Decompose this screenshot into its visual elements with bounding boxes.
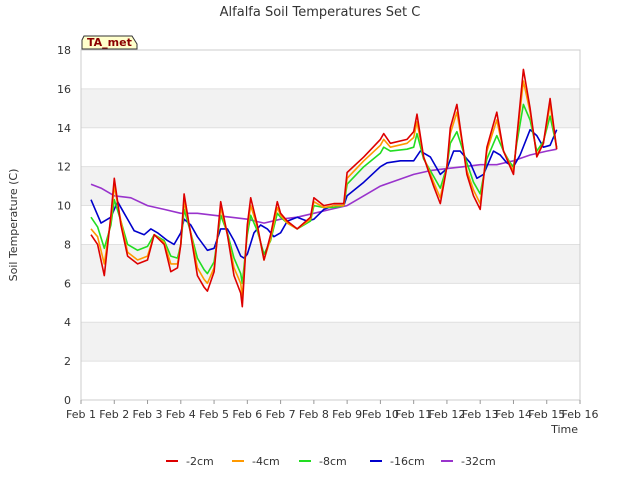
y-tick-label: 4 <box>64 316 71 329</box>
chart-title: Alfalfa Soil Temperatures Set C <box>220 5 421 20</box>
legend-label: -16cm <box>390 455 425 468</box>
plot-band <box>81 166 580 206</box>
plot-band <box>81 127 580 167</box>
x-tick-label: Feb 11 <box>395 408 432 421</box>
x-tick-label: Feb 1 <box>66 408 96 421</box>
y-tick-label: 18 <box>57 44 71 57</box>
x-tick-label: Feb 7 <box>266 408 296 421</box>
legend: -2cm -4cm -8cm -16cm -32cm <box>166 455 496 468</box>
x-axis-label: Time <box>550 423 578 436</box>
x-tick-labels: Feb 1 Feb 2 Feb 3 Feb 4 Feb 5 Feb 6 Feb 7 Feb 8… <box>66 400 598 421</box>
station-badge: TA_met <box>81 35 138 50</box>
x-tick-label: Feb 10 <box>362 408 399 421</box>
x-tick-label: Feb 13 <box>462 408 499 421</box>
y-tick-label: 14 <box>57 122 71 135</box>
plot-band <box>81 244 580 284</box>
x-tick-label: Feb 15 <box>528 408 565 421</box>
x-tick-label: Feb 6 <box>232 408 262 421</box>
legend-label: -32cm <box>461 455 496 468</box>
series-lines <box>90 68 558 308</box>
series-line-m2cm <box>90 68 558 308</box>
plot-band <box>81 50 580 89</box>
y-tick-label: 2 <box>64 355 71 368</box>
y-tick-label: 0 <box>64 394 71 407</box>
plot-band <box>81 88 580 128</box>
y-tick-label: 8 <box>64 238 71 251</box>
y-tick-label: 6 <box>64 277 71 290</box>
legend-label: -4cm <box>252 455 280 468</box>
y-tick-label: 12 <box>57 161 71 174</box>
y-tick-label: 10 <box>57 200 71 213</box>
plot-bands <box>81 49 580 401</box>
y-tick-labels: 0 2 4 6 8 10 12 14 16 18 <box>57 44 71 407</box>
x-tick-label: Feb 3 <box>133 408 163 421</box>
y-tick-label: 16 <box>57 83 71 96</box>
plot-band <box>81 283 580 323</box>
x-tick-label: Feb 9 <box>332 408 362 421</box>
plot-band <box>81 361 580 400</box>
x-tick-label: Feb 5 <box>199 408 229 421</box>
x-tick-label: Feb 8 <box>299 408 329 421</box>
plot-band <box>81 205 580 245</box>
x-tick-label: Feb 16 <box>562 408 599 421</box>
x-tick-label: Feb 12 <box>428 408 465 421</box>
legend-label: -8cm <box>319 455 347 468</box>
y-axis-label: Soil Temperature (C) <box>7 169 20 282</box>
x-tick-label: Feb 14 <box>495 408 532 421</box>
plot-band <box>81 322 580 362</box>
x-tick-label: Feb 4 <box>166 408 196 421</box>
legend-label: -2cm <box>186 455 214 468</box>
plot-frame <box>80 49 581 401</box>
badge-label: TA_met <box>87 36 132 49</box>
x-tick-label: Feb 2 <box>99 408 129 421</box>
